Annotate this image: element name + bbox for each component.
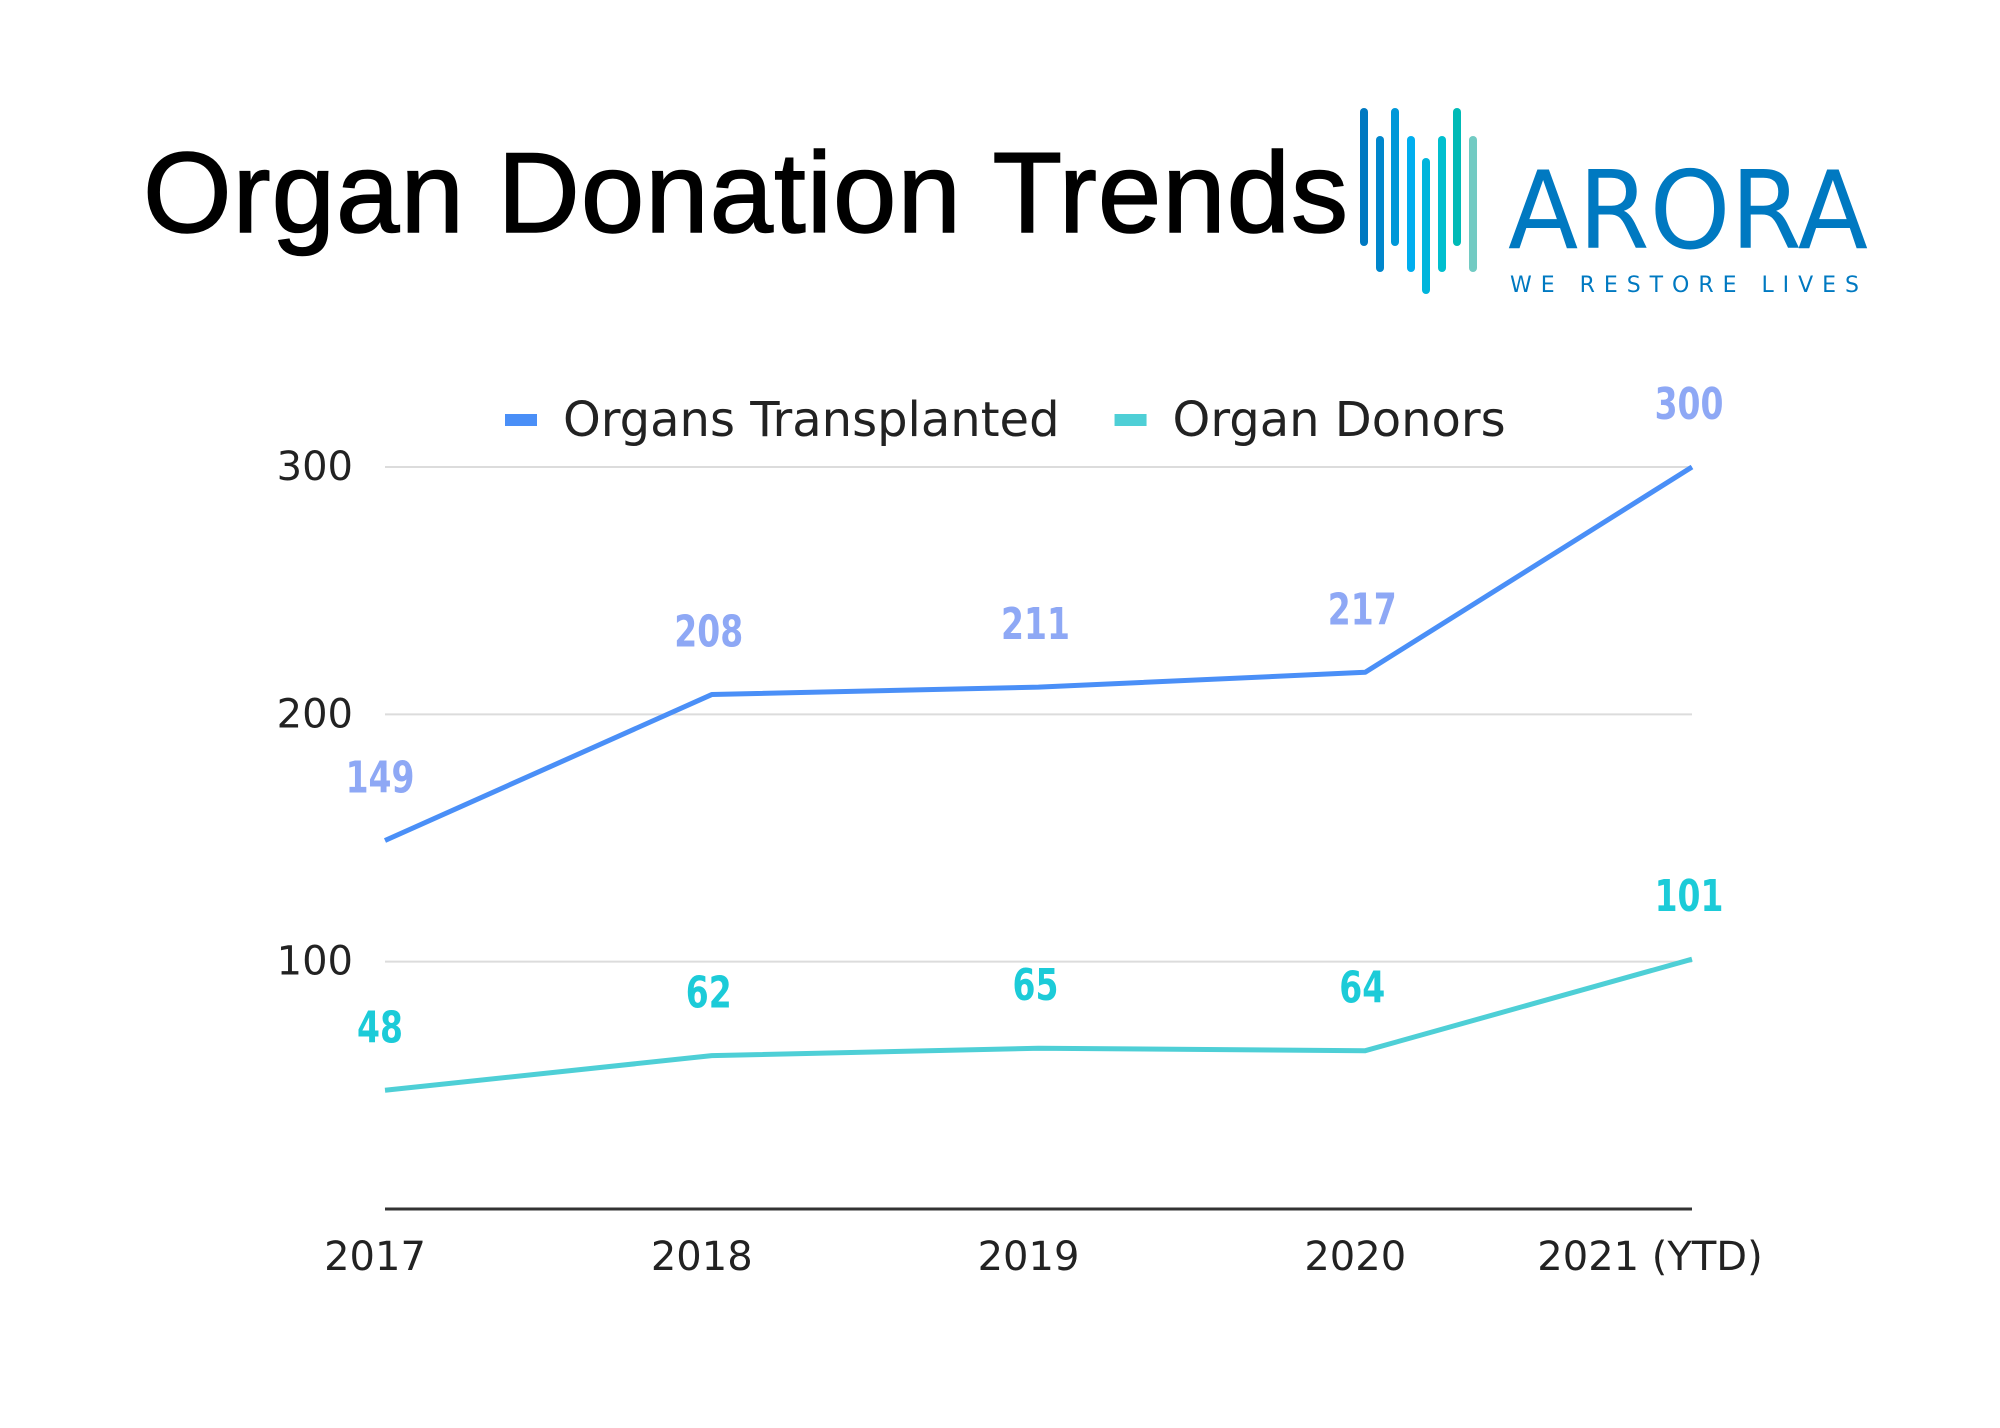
x-tick-label: 2020: [1304, 1234, 1406, 1280]
x-tick-label: 2017: [324, 1234, 426, 1280]
data-label: 62: [686, 968, 732, 1019]
logo-tagline: WE RESTORE LIVES: [1510, 273, 1865, 298]
x-tick-label: 2018: [651, 1234, 753, 1280]
legend-label: Organ Donors: [1173, 392, 1506, 448]
y-tick-label: 200: [277, 691, 353, 737]
x-tick-label: 2019: [978, 1234, 1080, 1280]
logo-wordmark: ARORA: [1508, 149, 1868, 274]
data-label: 217: [1328, 585, 1397, 636]
data-label: 208: [674, 607, 743, 658]
y-tick-label: 100: [277, 939, 353, 985]
data-label: 149: [346, 753, 415, 804]
data-label: 65: [1013, 961, 1059, 1012]
legend-label: Organs Transplanted: [563, 392, 1060, 448]
data-label: 101: [1655, 872, 1724, 923]
legend-swatch: [1114, 414, 1147, 426]
page-title: Organ Donation Trends: [142, 129, 1350, 258]
series-line-0: [383, 464, 1694, 843]
data-label: 211: [1001, 600, 1070, 651]
data-label: 48: [357, 1003, 403, 1054]
data-label: 300: [1655, 379, 1724, 430]
arora-logo: ARORA WE RESTORE LIVES: [1360, 108, 1868, 298]
y-tick-label: 300: [277, 444, 353, 490]
x-tick-label: 2021 (YTD): [1537, 1234, 1762, 1280]
legend-swatch: [505, 414, 537, 426]
data-label: 64: [1339, 963, 1385, 1014]
